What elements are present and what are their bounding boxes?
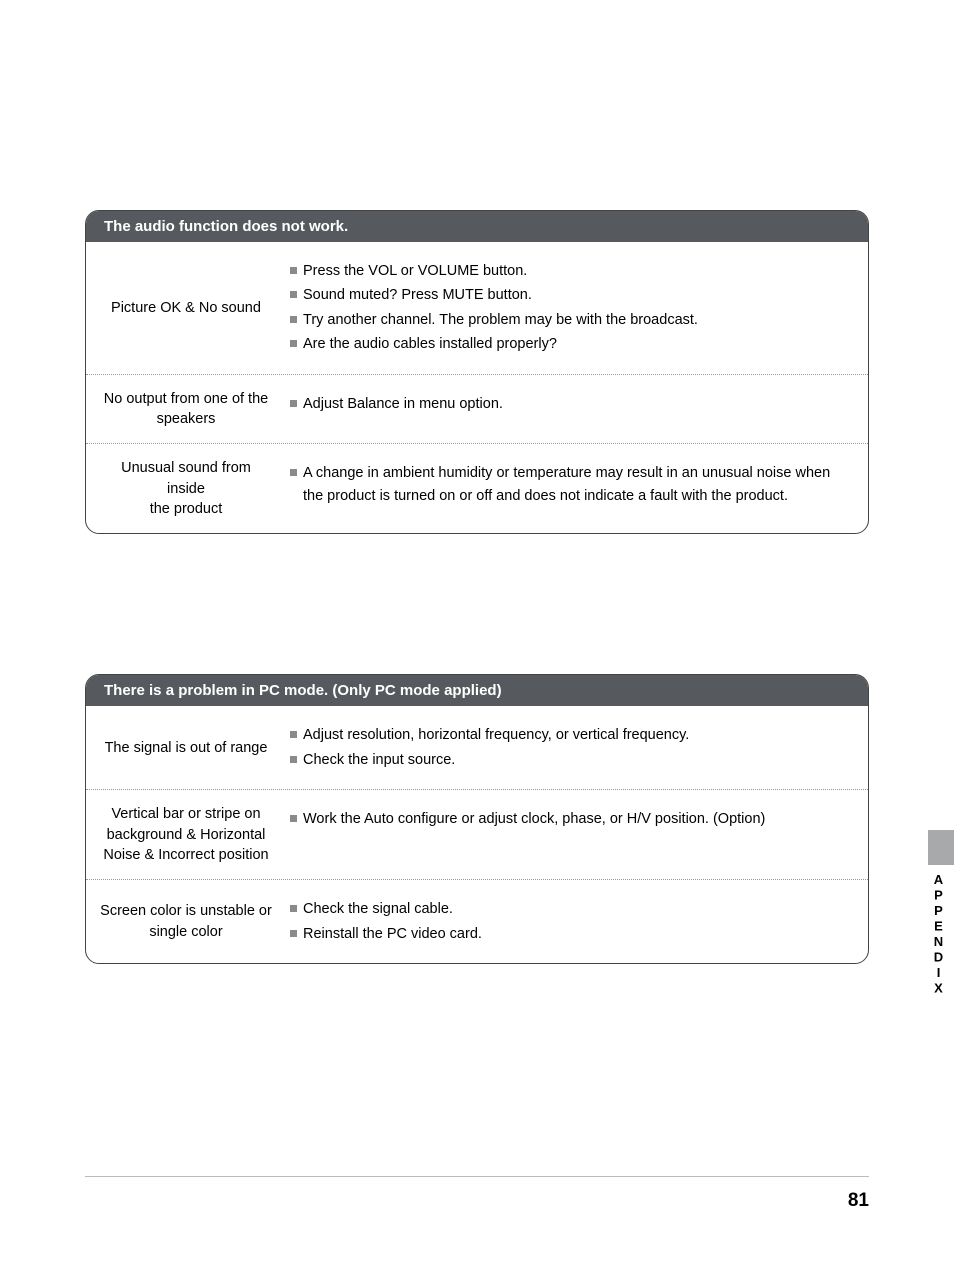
row-label-line1: Unusual sound frominsidethe product xyxy=(121,458,251,519)
bullet-text: Reinstall the PC video card. xyxy=(303,923,848,945)
row-content: Work the Auto configure or adjust clock,… xyxy=(286,790,868,879)
row-content: Adjust resolution, horizontal frequency,… xyxy=(286,706,868,789)
row-label: Screen color is unstable or single color xyxy=(86,880,286,963)
pc-trouble-table: There is a problem in PC mode. (Only PC … xyxy=(85,674,869,964)
page-number: 81 xyxy=(848,1190,869,1212)
bullet-text: Work the Auto configure or adjust clock,… xyxy=(303,808,848,830)
table-row: Unusual sound frominsidethe product A ch… xyxy=(86,444,868,533)
table-header-pc: There is a problem in PC mode. (Only PC … xyxy=(86,675,868,706)
bullet-icon xyxy=(290,316,297,323)
row-content: Adjust Balance in menu option. xyxy=(286,375,868,444)
row-content: A change in ambient humidity or temperat… xyxy=(286,444,868,533)
audio-trouble-table: The audio function does not work. Pictur… xyxy=(85,210,869,534)
bullet-icon xyxy=(290,930,297,937)
table-row: Vertical bar or stripe on background & H… xyxy=(86,790,868,880)
bullet-text: Adjust resolution, horizontal frequency,… xyxy=(303,724,848,746)
bullet-icon xyxy=(290,815,297,822)
bullet-item: Are the audio cables installed properly? xyxy=(290,333,848,355)
bullet-item: Check the input source. xyxy=(290,749,848,771)
bullet-item: Sound muted? Press MUTE button. xyxy=(290,284,848,306)
table-row: Picture OK & No sound Press the VOL or V… xyxy=(86,242,868,375)
table-row: No output from one of the speakers Adjus… xyxy=(86,375,868,445)
bullet-item: A change in ambient humidity or temperat… xyxy=(290,462,848,507)
bullet-text: Press the VOL or VOLUME button. xyxy=(303,260,848,282)
bullet-icon xyxy=(290,469,297,476)
bullet-icon xyxy=(290,291,297,298)
row-label: The signal is out of range xyxy=(86,706,286,789)
row-label: Picture OK & No sound xyxy=(86,242,286,374)
bullet-item: Try another channel. The problem may be … xyxy=(290,309,848,331)
row-label: No output from one of the speakers xyxy=(86,375,286,444)
bullet-icon xyxy=(290,905,297,912)
footer-divider xyxy=(85,1176,869,1177)
row-content: Check the signal cable. Reinstall the PC… xyxy=(286,880,868,963)
bullet-icon xyxy=(290,756,297,763)
appendix-side-label: APPENDIX xyxy=(931,872,946,996)
bullet-icon xyxy=(290,340,297,347)
bullet-text: A change in ambient humidity or temperat… xyxy=(303,462,848,507)
bullet-text: Try another channel. The problem may be … xyxy=(303,309,848,331)
bullet-item: Work the Auto configure or adjust clock,… xyxy=(290,808,848,830)
bullet-item: Reinstall the PC video card. xyxy=(290,923,848,945)
bullet-icon xyxy=(290,267,297,274)
bullet-text: Are the audio cables installed properly? xyxy=(303,333,848,355)
bullet-text: Sound muted? Press MUTE button. xyxy=(303,284,848,306)
row-label: Vertical bar or stripe on background & H… xyxy=(86,790,286,879)
bullet-text: Check the signal cable. xyxy=(303,898,848,920)
bullet-icon xyxy=(290,731,297,738)
bullet-text: Check the input source. xyxy=(303,749,848,771)
bullet-item: Press the VOL or VOLUME button. xyxy=(290,260,848,282)
bullet-item: Check the signal cable. xyxy=(290,898,848,920)
table-row: The signal is out of range Adjust resolu… xyxy=(86,706,868,790)
side-tab-marker xyxy=(928,830,954,865)
bullet-icon xyxy=(290,400,297,407)
page-content: The audio function does not work. Pictur… xyxy=(0,0,954,964)
bullet-item: Adjust resolution, horizontal frequency,… xyxy=(290,724,848,746)
row-label: Unusual sound frominsidethe product xyxy=(86,444,286,533)
table-row: Screen color is unstable or single color… xyxy=(86,880,868,963)
row-content: Press the VOL or VOLUME button. Sound mu… xyxy=(286,242,868,374)
bullet-item: Adjust Balance in menu option. xyxy=(290,393,848,415)
table-header-audio: The audio function does not work. xyxy=(86,211,868,242)
bullet-text: Adjust Balance in menu option. xyxy=(303,393,848,415)
